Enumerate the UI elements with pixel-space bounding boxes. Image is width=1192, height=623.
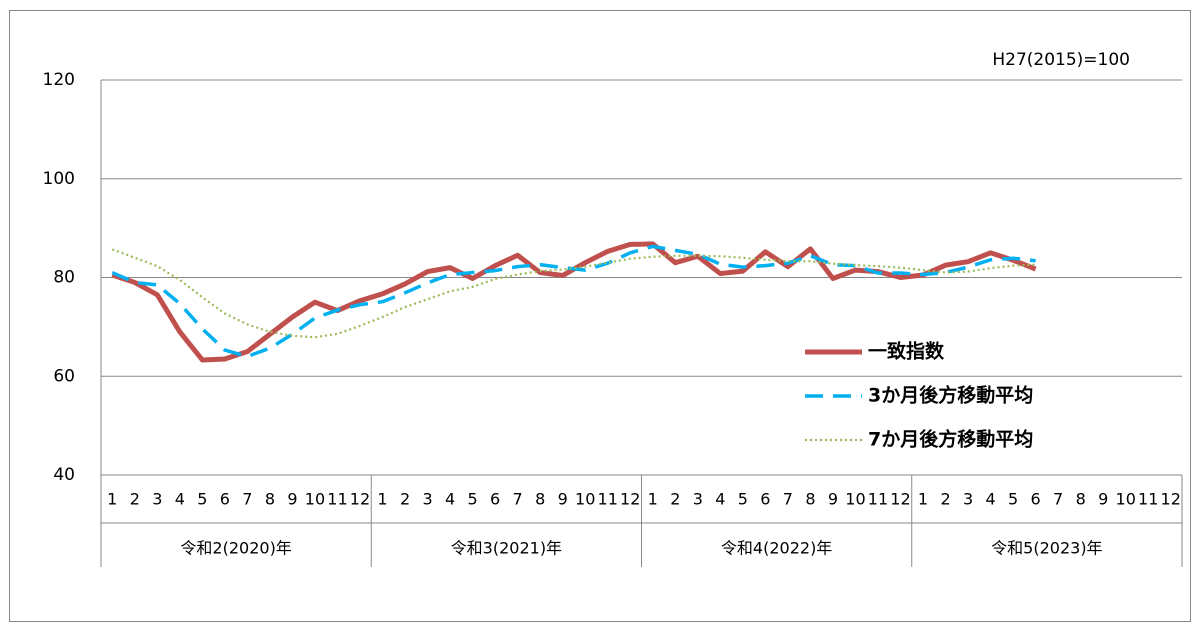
x-tick-label: 11 <box>598 490 618 509</box>
chart-border <box>9 10 1191 622</box>
x-tick-label: 11 <box>1138 490 1158 509</box>
y-tick-label: 120 <box>43 70 75 90</box>
x-tick-label: 9 <box>828 490 838 509</box>
x-tick-label: 7 <box>513 490 523 509</box>
annotation: H27(2015)=100 <box>992 50 1130 70</box>
x-tick-label: 5 <box>738 490 748 509</box>
x-tick-label: 1 <box>648 490 658 509</box>
x-tick-label: 9 <box>558 490 568 509</box>
x-tick-label: 12 <box>1161 490 1181 509</box>
x-tick-label: 1 <box>377 490 387 509</box>
legend-label: 7か月後方移動平均 <box>868 428 1033 451</box>
series-line <box>111 248 1036 339</box>
x-tick-label: 5 <box>197 490 207 509</box>
x-tick-label: 3 <box>152 490 162 509</box>
y-tick-label: 80 <box>53 268 75 288</box>
x-tick-label: 4 <box>445 490 455 509</box>
x-tick-label: 1 <box>107 490 117 509</box>
x-tick-label: 5 <box>1008 490 1018 509</box>
x-tick-label: 9 <box>287 490 297 509</box>
x-tick-label: 12 <box>890 490 910 509</box>
x-tick-label: 11 <box>327 490 347 509</box>
x-tick-label: 4 <box>715 490 725 509</box>
x-tick-label: 1 <box>918 490 928 509</box>
x-tick-label: 8 <box>265 490 275 509</box>
x-tick-label: 4 <box>175 490 185 509</box>
x-tick-label: 10 <box>575 490 595 509</box>
x-tick-label: 2 <box>670 490 680 509</box>
series-line <box>111 244 1036 359</box>
x-tick-label: 3 <box>963 490 973 509</box>
x-tick-label: 9 <box>1098 490 1108 509</box>
x-tick-label: 6 <box>1031 490 1041 509</box>
x-tick-label: 7 <box>1053 490 1063 509</box>
x-tick-label: 2 <box>130 490 140 509</box>
x-tick-label: 12 <box>620 490 640 509</box>
x-tick-label: 2 <box>940 490 950 509</box>
x-tick-label: 5 <box>468 490 478 509</box>
x-tick-label: 7 <box>242 490 252 509</box>
x-tick-label: 8 <box>805 490 815 509</box>
group-label: 令和4(2022)年 <box>721 539 832 558</box>
x-tick-label: 6 <box>220 490 230 509</box>
x-tick-label: 8 <box>1076 490 1086 509</box>
x-tick-label: 4 <box>985 490 995 509</box>
x-tick-label: 10 <box>845 490 865 509</box>
x-tick-label: 8 <box>535 490 545 509</box>
group-label: 令和2(2020)年 <box>180 539 291 558</box>
x-tick-label: 6 <box>490 490 500 509</box>
group-label: 令和5(2023)年 <box>991 539 1102 558</box>
group-label: 令和3(2021)年 <box>451 539 562 558</box>
x-tick-label: 10 <box>305 490 325 509</box>
x-tick-label: 7 <box>783 490 793 509</box>
y-tick-label: 100 <box>43 169 75 189</box>
legend-label: 3か月後方移動平均 <box>868 384 1033 407</box>
x-tick-label: 6 <box>760 490 770 509</box>
legend-label: 一致指数 <box>868 340 945 363</box>
x-tick-label: 10 <box>1116 490 1136 509</box>
x-tick-label: 3 <box>422 490 432 509</box>
x-tick-label: 11 <box>868 490 888 509</box>
x-tick-label: 3 <box>693 490 703 509</box>
y-tick-label: 40 <box>53 465 75 485</box>
x-tick-label: 2 <box>400 490 410 509</box>
y-tick-label: 60 <box>53 366 75 386</box>
x-tick-label: 12 <box>350 490 370 509</box>
